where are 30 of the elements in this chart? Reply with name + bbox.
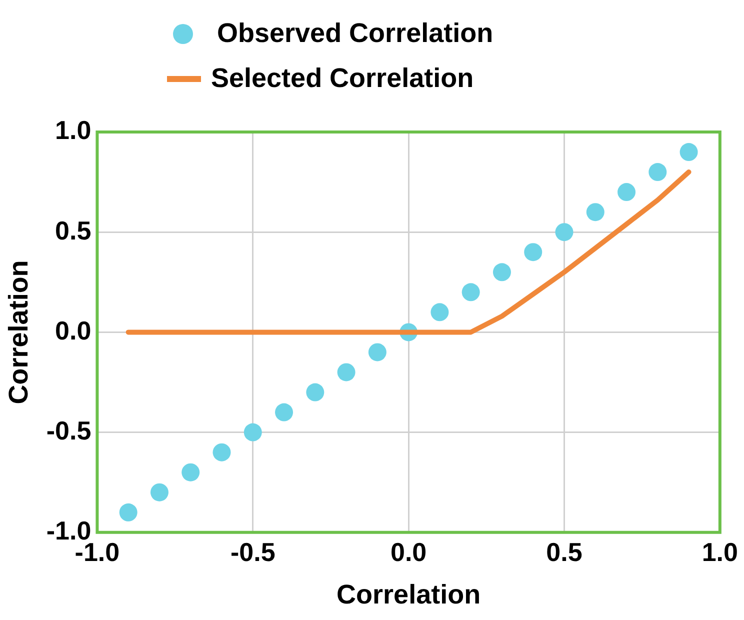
point — [306, 383, 324, 402]
point — [648, 163, 667, 182]
x-tick-label: 0.5 — [546, 537, 582, 568]
legend-label: Observed Correlation — [217, 18, 494, 49]
legend-label: Selected Correlation — [211, 63, 474, 94]
point — [680, 143, 698, 162]
y-tick-label: 0.0 — [55, 315, 92, 346]
point — [119, 503, 138, 522]
point — [244, 423, 262, 442]
y-tick-label: 1.0 — [55, 115, 92, 146]
point — [492, 263, 511, 282]
point — [618, 183, 636, 202]
y-tick-label: -0.5 — [46, 415, 92, 446]
point — [150, 483, 168, 502]
point — [182, 463, 200, 482]
point — [368, 343, 386, 362]
point — [275, 403, 294, 422]
x-axis-title: Correlation — [336, 579, 481, 610]
x-tick-label: 1.0 — [702, 537, 738, 568]
y-axis-title: Correlation — [4, 260, 34, 404]
point — [212, 443, 231, 462]
point — [462, 283, 480, 302]
point — [430, 303, 449, 322]
point — [586, 203, 604, 222]
point — [524, 243, 542, 262]
y-tick-label: 0.5 — [55, 215, 92, 246]
point — [337, 363, 356, 382]
x-tick-label: -0.5 — [230, 537, 276, 568]
x-tick-label: 0.0 — [390, 537, 427, 568]
point — [555, 223, 574, 242]
